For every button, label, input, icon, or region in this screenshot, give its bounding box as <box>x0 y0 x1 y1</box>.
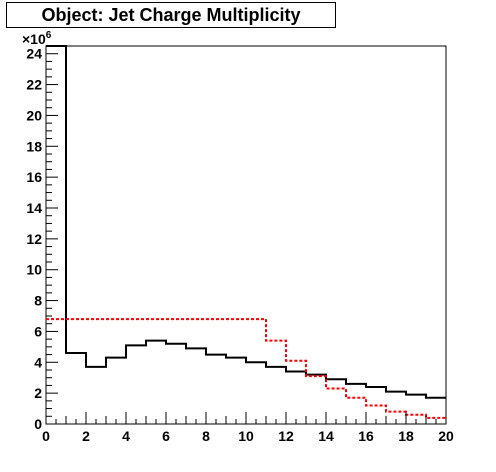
y-tick-label: 2 <box>34 385 42 401</box>
x-tick-label: 18 <box>398 428 414 444</box>
y-tick-label: 16 <box>26 169 42 185</box>
y-tick-label: 14 <box>26 200 42 216</box>
histogram-series-2 <box>46 318 446 419</box>
histogram-series-1 <box>46 45 446 399</box>
y-multiplier-label: ×106 <box>22 30 52 47</box>
x-tick-label: 16 <box>358 428 374 444</box>
y-tick-label: 0 <box>34 416 42 432</box>
y-tick-label: 6 <box>34 323 42 339</box>
y-tick-label: 20 <box>26 107 42 123</box>
y-tick-label: 10 <box>26 262 42 278</box>
y-multiplier-exponent: 6 <box>46 30 52 41</box>
x-tick-label: 6 <box>162 428 170 444</box>
x-tick-label: 20 <box>438 428 454 444</box>
series-layer <box>46 45 446 419</box>
chart-title-box: Object: Jet Charge Multiplicity <box>6 2 336 28</box>
x-tick-label: 10 <box>238 428 254 444</box>
x-tick-label: 2 <box>82 428 90 444</box>
y-tick-label: 12 <box>26 231 42 247</box>
y-multiplier-base: ×10 <box>22 31 46 47</box>
x-tick-label: 12 <box>278 428 294 444</box>
y-tick-label: 8 <box>34 293 42 309</box>
y-tick-label: 18 <box>26 138 42 154</box>
x-tick-label: 8 <box>202 428 210 444</box>
y-tick-label: 4 <box>34 354 42 370</box>
chart-title: Object: Jet Charge Multiplicity <box>41 4 301 25</box>
x-tick-label: 4 <box>122 428 130 444</box>
y-tick-label: 22 <box>26 77 42 93</box>
x-tick-label: 14 <box>318 428 334 444</box>
y-tick-label: 24 <box>26 46 42 62</box>
x-tick-label: 0 <box>42 428 50 444</box>
